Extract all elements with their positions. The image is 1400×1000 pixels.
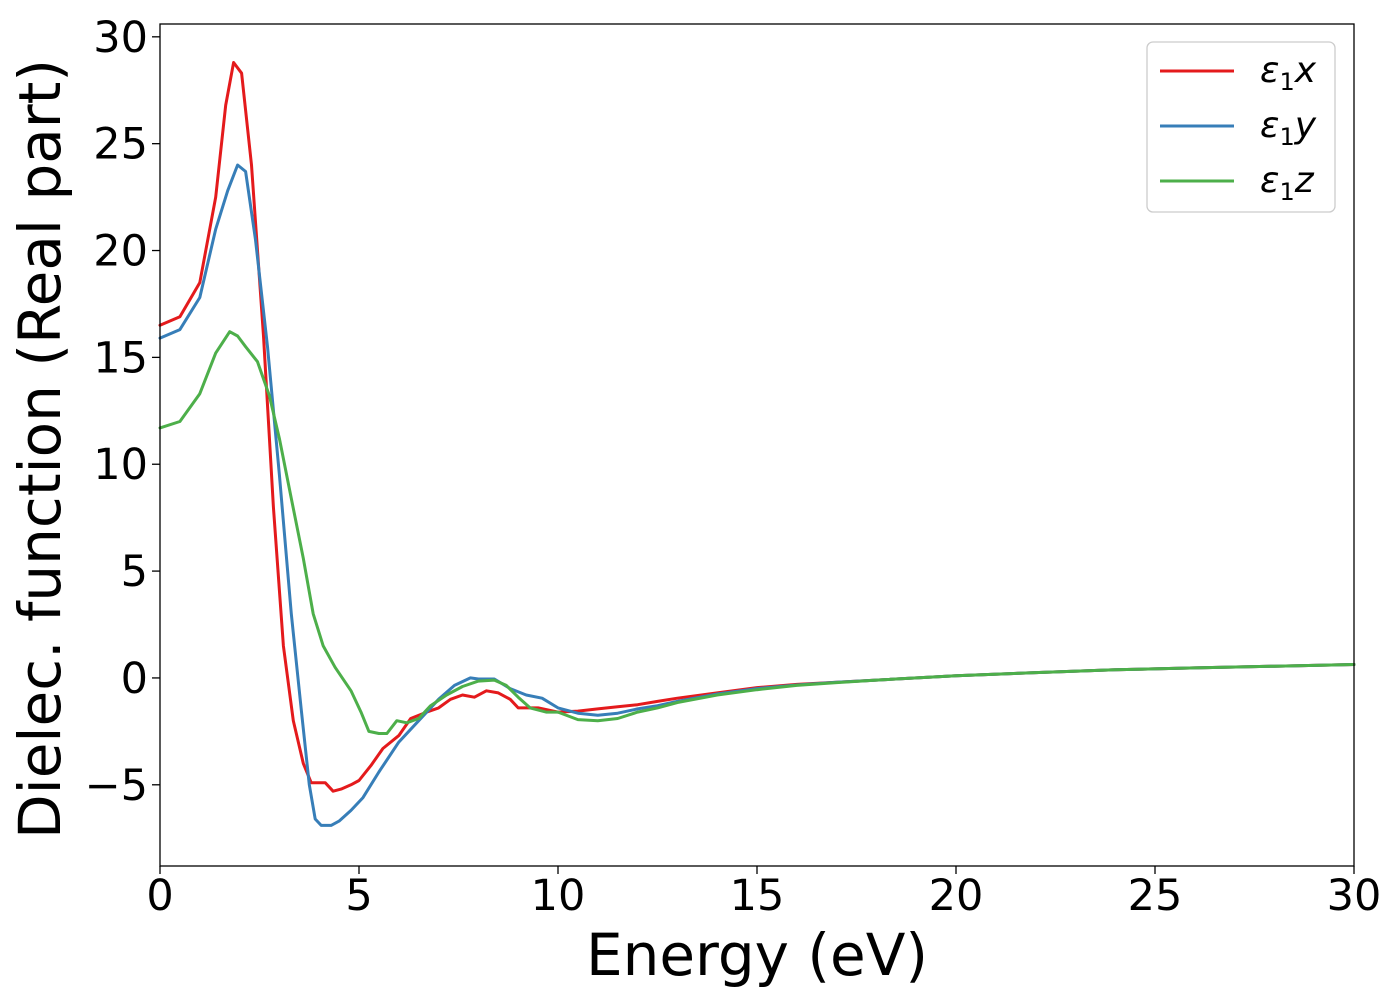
legend-label-z: ε1z bbox=[1260, 160, 1315, 206]
y-tick-label: 10 bbox=[93, 440, 148, 490]
x-tick-label: 15 bbox=[730, 871, 785, 921]
series-line-y bbox=[158, 163, 1356, 827]
y-tick-label: −5 bbox=[85, 761, 148, 811]
x-tick-label: 25 bbox=[1128, 871, 1183, 921]
y-axis-label: Dielec. function (Real part) bbox=[6, 59, 74, 839]
x-tick-label: 10 bbox=[531, 871, 586, 921]
y-tick-label: 25 bbox=[93, 120, 148, 170]
x-tick-label: 20 bbox=[929, 871, 984, 921]
series-layer bbox=[158, 61, 1356, 827]
y-tick-label: 20 bbox=[93, 227, 148, 277]
legend-label-x: ε1x bbox=[1260, 50, 1317, 96]
x-axis-label: Energy (eV) bbox=[586, 921, 928, 989]
legend-box bbox=[1146, 41, 1336, 213]
y-tick-label: 30 bbox=[93, 13, 148, 63]
x-tick-label: 5 bbox=[345, 871, 372, 921]
y-axis-ticks: −5 0 5 10 15 20 25 30 bbox=[85, 13, 160, 811]
x-axis-ticks: 0 5 10 15 20 25 30 bbox=[146, 866, 1381, 921]
legend: ε1x ε1y ε1z bbox=[1146, 41, 1336, 213]
y-tick-label: 0 bbox=[121, 654, 148, 704]
x-tick-label: 30 bbox=[1327, 871, 1382, 921]
y-tick-label: 15 bbox=[93, 333, 148, 383]
y-tick-label: 5 bbox=[121, 547, 148, 597]
x-tick-label: 0 bbox=[146, 871, 173, 921]
series-line-z bbox=[158, 330, 1356, 735]
legend-label-y: ε1y bbox=[1260, 105, 1317, 151]
